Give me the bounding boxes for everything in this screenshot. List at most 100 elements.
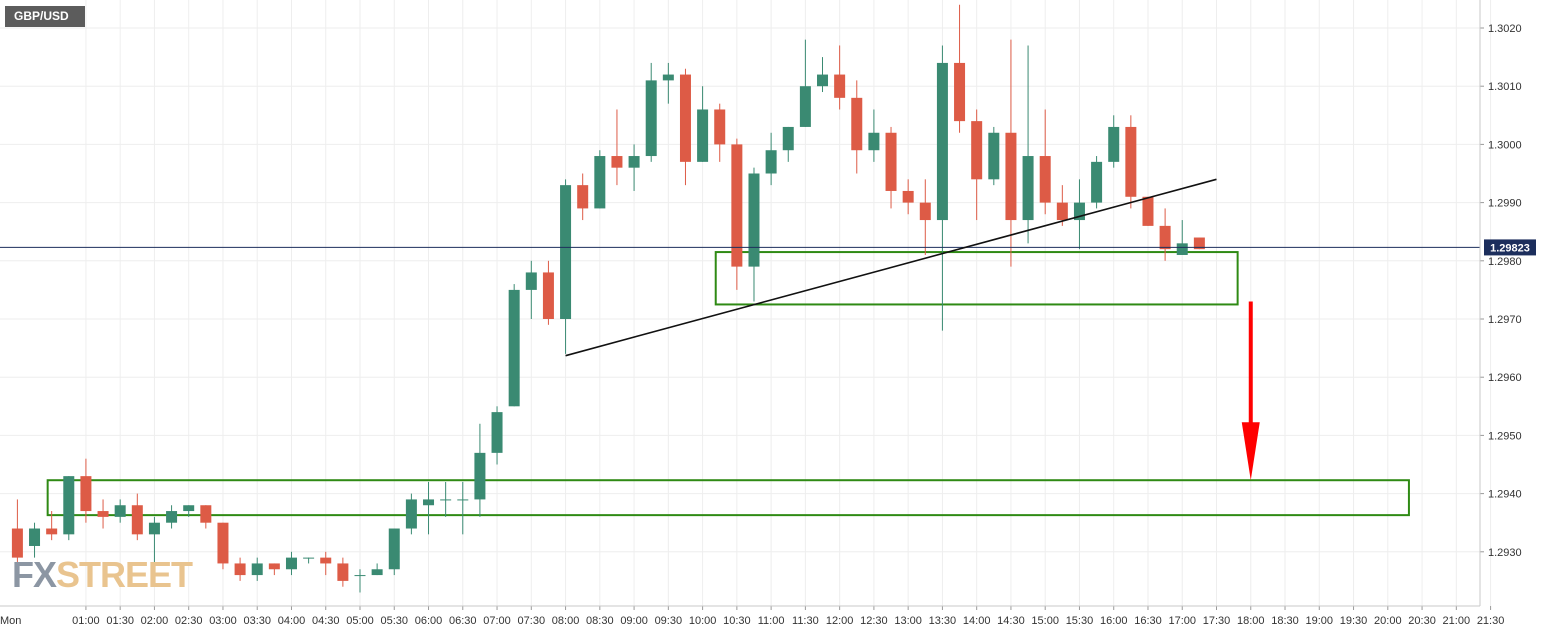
current-price-label: 1.29823 [1490, 242, 1530, 254]
x-tick-label: 11:00 [758, 615, 785, 627]
candle-body [799, 86, 811, 127]
candle-body [166, 511, 178, 523]
candle-body [936, 62, 948, 221]
x-tick-label: 20:00 [1374, 615, 1402, 627]
candle-body [1125, 126, 1137, 197]
x-tick-label: 09:30 [655, 615, 683, 627]
candle-body [1159, 225, 1171, 250]
x-tick-label: 13:00 [894, 615, 922, 627]
candle-body [697, 109, 709, 162]
lower-target-zone [46, 479, 1410, 517]
x-tick-label: 15:00 [1031, 615, 1059, 627]
candle-body [782, 126, 794, 151]
x-tick-label: 14:30 [997, 615, 1025, 627]
y-tick-label: 1.3000 [1488, 139, 1522, 151]
y-tick-label: 1.2980 [1488, 256, 1522, 268]
x-day-label: Mon [0, 615, 21, 627]
candle-body [1176, 243, 1188, 255]
symbol-badge: GBP/USD [5, 6, 85, 27]
candle-body [1108, 126, 1120, 162]
candle-body [303, 557, 315, 559]
y-tick-label: 1.2930 [1488, 547, 1522, 559]
y-tick-label: 1.2950 [1488, 430, 1522, 442]
candle-body [919, 202, 931, 221]
candle-body [491, 412, 503, 453]
candle-body [337, 563, 349, 581]
candle-body [268, 563, 280, 570]
down-arrow-head [1241, 422, 1260, 481]
x-tick-label: 17:30 [1203, 615, 1231, 627]
x-tick-label: 21:30 [1477, 615, 1505, 627]
x-tick-label: 01:00 [72, 615, 100, 627]
y-tick-label: 1.2960 [1488, 372, 1522, 384]
candle-body [885, 132, 897, 191]
candle-body [1142, 196, 1154, 226]
candle-body [765, 150, 777, 174]
candle-body [46, 528, 58, 535]
candle-body [1022, 156, 1034, 221]
x-tick-label: 10:30 [723, 615, 751, 627]
x-tick-label: 08:00 [552, 615, 580, 627]
x-tick-label: 06:00 [415, 615, 443, 627]
candle-body [817, 74, 829, 87]
candle-body [11, 528, 23, 558]
candle-body [183, 505, 195, 512]
candle-body [234, 563, 246, 576]
symbol-label: GBP/USD [14, 9, 69, 23]
trendline [565, 178, 1217, 357]
x-tick-label: 01:30 [106, 615, 134, 627]
candle-body [902, 190, 914, 203]
watermark-fx: FX [12, 554, 57, 595]
y-tick-label: 1.2990 [1488, 198, 1522, 210]
y-tick-label: 1.2970 [1488, 314, 1522, 326]
candle-body [97, 511, 109, 517]
candle-body [525, 272, 537, 290]
candle-body [611, 156, 623, 168]
candle-body [131, 505, 143, 535]
candle-body [388, 528, 400, 570]
y-tick-label: 1.2940 [1488, 489, 1522, 501]
candle-body [560, 185, 572, 319]
fxstreet-watermark: FXSTREET [12, 551, 193, 599]
candle-body [679, 74, 691, 162]
candle-body [868, 132, 880, 151]
x-tick-label: 18:00 [1237, 615, 1265, 627]
candle-body [1073, 202, 1085, 221]
candle-body [851, 97, 863, 151]
x-tick-label: 09:00 [620, 615, 648, 627]
candle-body [474, 452, 486, 500]
candle-body [645, 80, 657, 157]
candle-body [628, 156, 640, 168]
x-tick-label: 10:00 [689, 615, 717, 627]
x-tick-label: 12:00 [826, 615, 854, 627]
x-tick-label: 02:00 [141, 615, 169, 627]
candle-body [748, 173, 760, 267]
x-tick-label: 21:00 [1443, 615, 1471, 627]
x-tick-label: 11:30 [792, 615, 819, 627]
candle-body [714, 109, 726, 145]
axes: 1.3020 1.3010 1.3000 1.2990 1.2980 1.2970 1.29… [0, 0, 1536, 627]
candle-body [542, 272, 554, 319]
x-tick-label: 13:30 [929, 615, 957, 627]
candle-body [29, 528, 41, 546]
candle-body [1056, 202, 1068, 221]
candle-body [320, 557, 332, 564]
candle-body [251, 563, 263, 576]
annotations [0, 178, 1480, 481]
x-tick-label: 05:30 [380, 615, 408, 627]
x-tick-label: 19:00 [1306, 615, 1334, 627]
x-tick-label: 17:00 [1168, 615, 1196, 627]
candle-body [662, 74, 674, 81]
candle-body [731, 144, 743, 267]
candle-body [594, 156, 606, 209]
candle-body [971, 121, 983, 180]
candle-body [1005, 132, 1017, 221]
candle-body [1193, 237, 1205, 250]
candle-body [1039, 156, 1051, 203]
x-tick-label: 04:30 [312, 615, 340, 627]
x-tick-label: 07:30 [518, 615, 546, 627]
x-tick-label: 07:00 [483, 615, 511, 627]
x-tick-label: 16:30 [1134, 615, 1162, 627]
x-tick-label: 14:00 [963, 615, 991, 627]
